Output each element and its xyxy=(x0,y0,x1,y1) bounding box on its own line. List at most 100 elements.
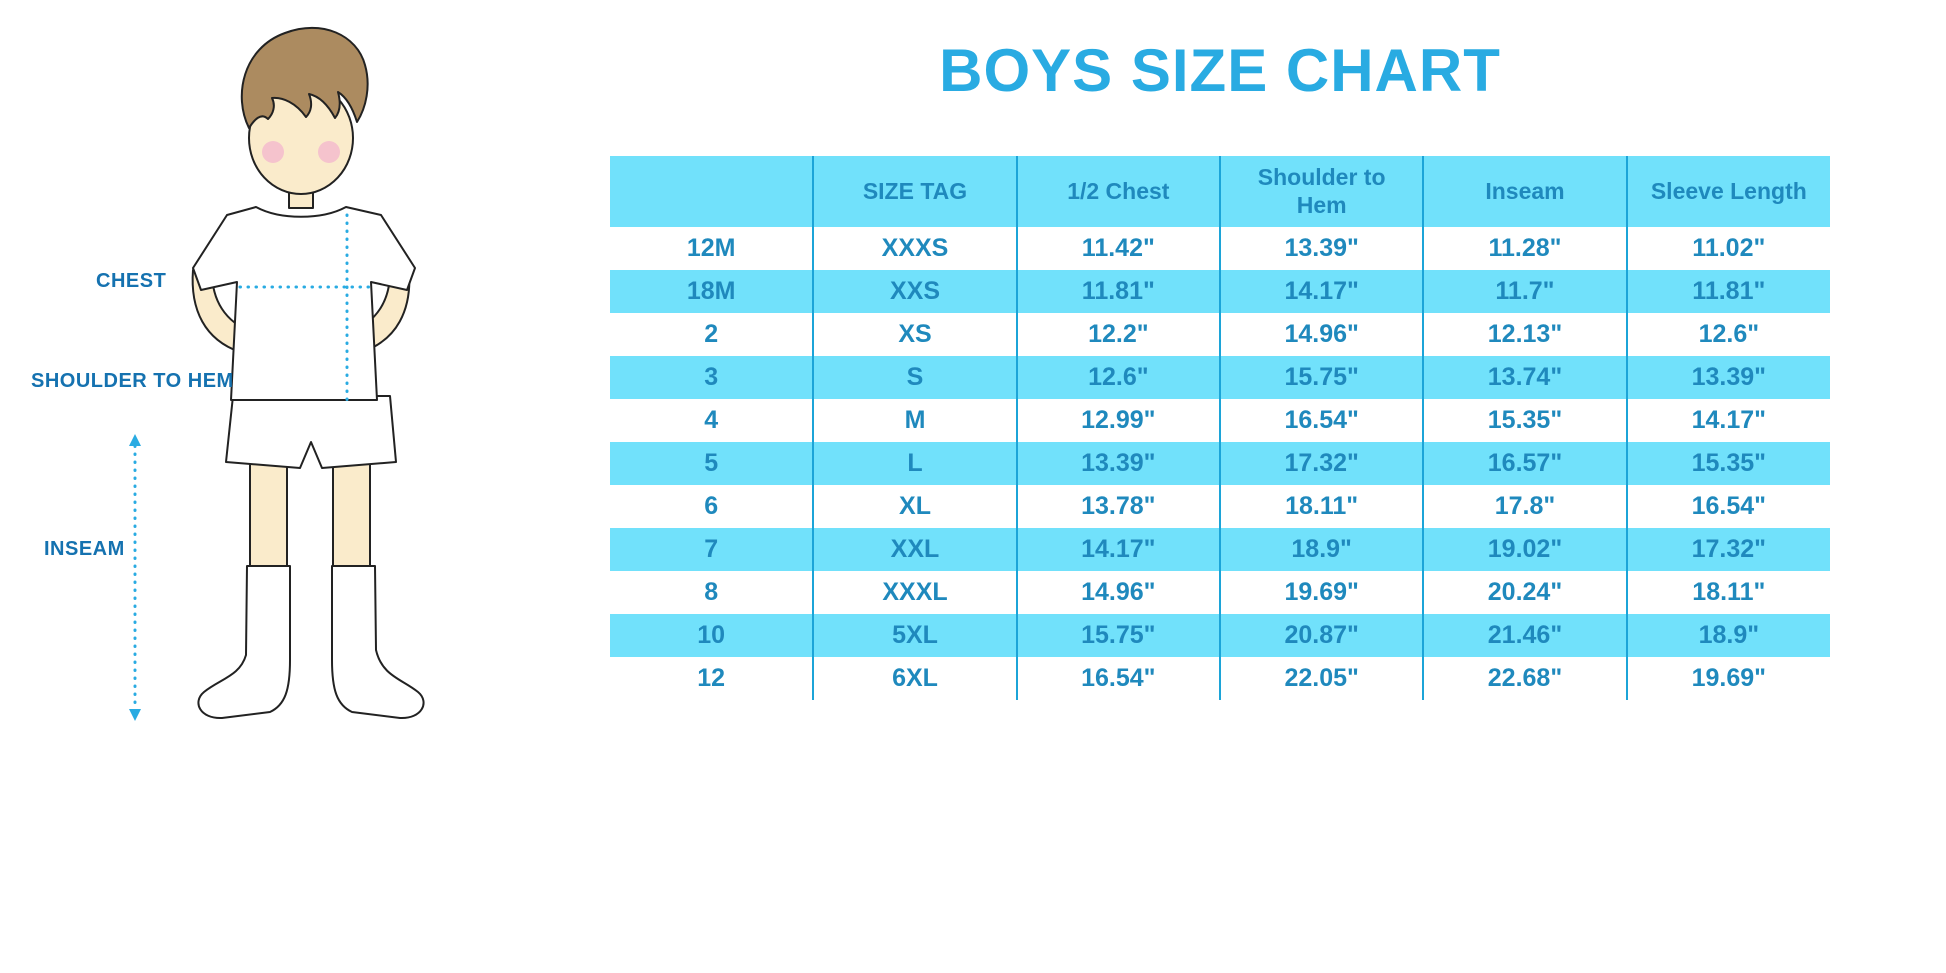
size-cell: 12M xyxy=(686,234,736,262)
measurement-cell: 16.54" xyxy=(1625,485,1830,528)
inseam-arrow-top xyxy=(129,434,141,446)
measurement-cell: 12.13" xyxy=(1422,313,1627,356)
measurement-cell: 20.87" xyxy=(1218,614,1424,657)
table-row: 12 6XL 16.54" 22.05" 22.68" 19.69" xyxy=(610,657,1830,700)
measurement-cell: XXL xyxy=(812,528,1017,571)
measurement-cell: M xyxy=(812,399,1017,442)
inseam-label: INSEAM xyxy=(44,538,125,560)
page-title: BOYS SIZE CHART xyxy=(939,37,1501,104)
size-table: SIZE TAG 1/2 Chest Shoulder to Hem Inseam Sl… xyxy=(610,156,1830,700)
figure-area: CHEST SHOULDER TO HEM INSEAM xyxy=(0,0,500,973)
table-row: 5 L 13.39" 17.32" 16.57" 15.35" xyxy=(610,442,1830,485)
measurement-cell: 11.81" xyxy=(1625,270,1830,313)
measurement-cell: XXXS xyxy=(812,227,1017,270)
measurement-cell: 21.46" xyxy=(1422,614,1627,657)
measurement-cell: 11.81" xyxy=(1015,270,1220,313)
table-row: 18M XXS 11.81" 14.17" 11.7" 11.81" xyxy=(610,270,1830,313)
measurement-cell: 13.39" xyxy=(1218,227,1424,270)
size-cell: 2 xyxy=(704,320,719,348)
measurement-cell: 14.17" xyxy=(1015,528,1220,571)
table-row: 2 XS 12.2" 14.96" 12.13" 12.6" xyxy=(610,313,1830,356)
measurement-cell: 16.54" xyxy=(1218,399,1424,442)
size-cell: 8 xyxy=(704,578,719,606)
measurement-cell: 19.02" xyxy=(1422,528,1627,571)
measurement-cell: 15.35" xyxy=(1625,442,1830,485)
measurement-cell: S xyxy=(812,356,1017,399)
table-row: 10 5XL 15.75" 20.87" 21.46" 18.9" xyxy=(610,614,1830,657)
boy-shirt xyxy=(192,206,416,401)
table-row: 3 S 12.6" 15.75" 13.74" 13.39" xyxy=(610,356,1830,399)
measurement-cell: 12.6" xyxy=(1015,356,1220,399)
measurement-cell: 13.39" xyxy=(1015,442,1220,485)
shoulder-to-hem-label: SHOULDER TO HEM xyxy=(31,370,234,392)
measurement-cell: 13.78" xyxy=(1015,485,1220,528)
measurement-cell: 11.02" xyxy=(1625,227,1830,270)
size-table-header-row: SIZE TAG 1/2 Chest Shoulder to Hem Inseam Sl… xyxy=(610,156,1830,227)
size-table-head: SIZE TAG 1/2 Chest Shoulder to Hem Inseam Sl… xyxy=(610,156,1830,227)
measurement-cell: 18.11" xyxy=(1218,485,1424,528)
boy-right-leg xyxy=(332,454,371,573)
size-cell: 7 xyxy=(610,528,814,571)
measurement-cell: 11.42" xyxy=(1015,227,1220,270)
boy-left-sock xyxy=(197,565,291,720)
column-header: Sleeve Length xyxy=(1625,156,1830,227)
table-row: 6 XL 13.78" 18.11" 17.8" 16.54" xyxy=(610,485,1830,528)
column-header: SIZE TAG xyxy=(812,156,1017,227)
measurement-cell: 17.32" xyxy=(1218,442,1424,485)
measurement-cell: 15.75" xyxy=(1015,614,1220,657)
measurement-cell: 18.9" xyxy=(1625,614,1830,657)
measurement-cell: XS xyxy=(812,313,1017,356)
size-cell: 6 xyxy=(704,492,719,520)
measurement-cell: 12.99" xyxy=(1015,399,1220,442)
size-cell: 10 xyxy=(610,614,814,657)
measurement-cell: 22.05" xyxy=(1218,657,1424,700)
size-cell: 4 xyxy=(704,406,719,434)
measurement-cell: 15.35" xyxy=(1422,399,1627,442)
measurement-cell: 22.68" xyxy=(1422,657,1627,700)
measurement-cell: 14.17" xyxy=(1218,270,1424,313)
measurement-cell: 16.57" xyxy=(1422,442,1627,485)
table-row: 4 M 12.99" 16.54" 15.35" 14.17" xyxy=(610,399,1830,442)
column-header: Shoulder to Hem xyxy=(1218,156,1424,227)
measurement-cell: 13.39" xyxy=(1625,356,1830,399)
measurement-cell: 17.8" xyxy=(1422,485,1627,528)
measurement-cell: 19.69" xyxy=(1218,571,1424,614)
inseam-arrow-bottom xyxy=(129,709,141,721)
boy-shorts xyxy=(225,395,397,469)
boy-right-sock xyxy=(331,565,425,720)
chest-label: CHEST xyxy=(96,270,167,292)
measurement-cell: 14.96" xyxy=(1015,571,1220,614)
boy-left-leg xyxy=(249,454,288,573)
measurement-cell: 18.11" xyxy=(1625,571,1830,614)
boy-illustration xyxy=(129,26,425,721)
table-row: 12M XXXS 11.42" 13.39" 11.28" 11.02" xyxy=(610,227,1830,270)
measurement-cell: 11.7" xyxy=(1422,270,1627,313)
table-row: 7 XXL 14.17" 18.9" 19.02" 17.32" xyxy=(610,528,1830,571)
measurement-cell: 16.54" xyxy=(1015,657,1220,700)
measurement-cell: 11.28" xyxy=(1422,227,1627,270)
size-cell: 12 xyxy=(697,664,726,692)
measurement-cell: 14.96" xyxy=(1218,313,1424,356)
boy-hair xyxy=(240,26,369,129)
size-cell: 5 xyxy=(610,442,814,485)
measurement-cell: 12.2" xyxy=(1015,313,1220,356)
boy-left-cheek xyxy=(262,141,284,163)
size-table-body: 12M XXXS 11.42" 13.39" 11.28" 11.02" 18M XXS 11.… xyxy=(610,227,1830,700)
measurement-cell: 19.69" xyxy=(1625,657,1830,700)
measurement-cell: XXXL xyxy=(812,571,1017,614)
measurement-cell: 13.74" xyxy=(1422,356,1627,399)
size-cell: 18M xyxy=(610,270,814,313)
measurement-cell: 6XL xyxy=(812,657,1017,700)
measurement-cell: XXS xyxy=(812,270,1017,313)
boy-right-cheek xyxy=(318,141,340,163)
column-header: Inseam xyxy=(1422,156,1627,227)
measurement-cell: 15.75" xyxy=(1218,356,1424,399)
measurement-cell: 5XL xyxy=(812,614,1017,657)
measurement-cell: 20.24" xyxy=(1422,571,1627,614)
measurement-cell: XL xyxy=(812,485,1017,528)
column-header: 1/2 Chest xyxy=(1015,156,1220,227)
measurement-cell: 18.9" xyxy=(1218,528,1424,571)
measurement-cell: 17.32" xyxy=(1625,528,1830,571)
column-header-empty xyxy=(610,156,814,227)
